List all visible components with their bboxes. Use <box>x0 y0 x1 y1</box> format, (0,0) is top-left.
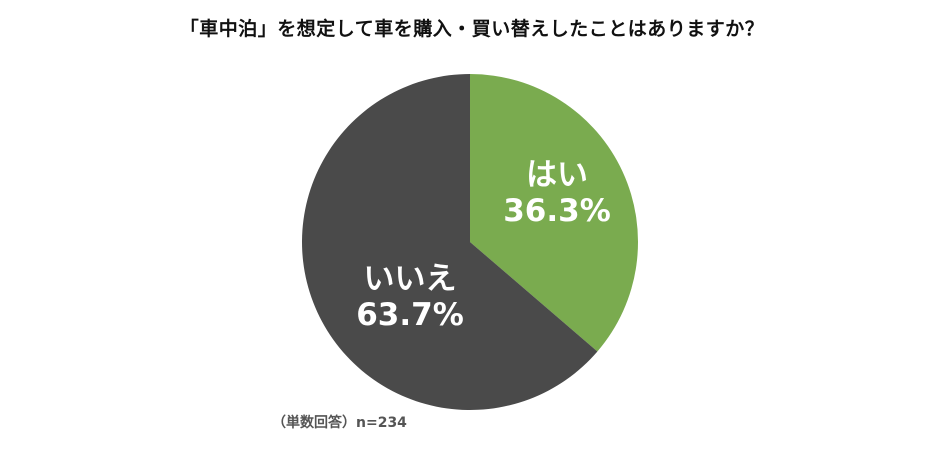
slice-label-yes: はい 36.3% <box>482 157 632 229</box>
slice-label-yes-value: 36.3% <box>503 192 611 229</box>
chart-title: 「車中泊」を想定して車を購入・買い替えしたことはありますか？ <box>179 18 765 40</box>
pie-slice-no <box>302 74 598 410</box>
slice-label-no-value: 63.7% <box>356 296 464 333</box>
slice-label-no: いいえ 63.7% <box>330 261 490 333</box>
slice-label-yes-name: はい <box>526 157 588 193</box>
pie-slice-yes <box>470 74 638 352</box>
slice-label-no-name: いいえ <box>363 261 457 297</box>
sample-note: （単数回答）n=234 <box>272 415 407 431</box>
